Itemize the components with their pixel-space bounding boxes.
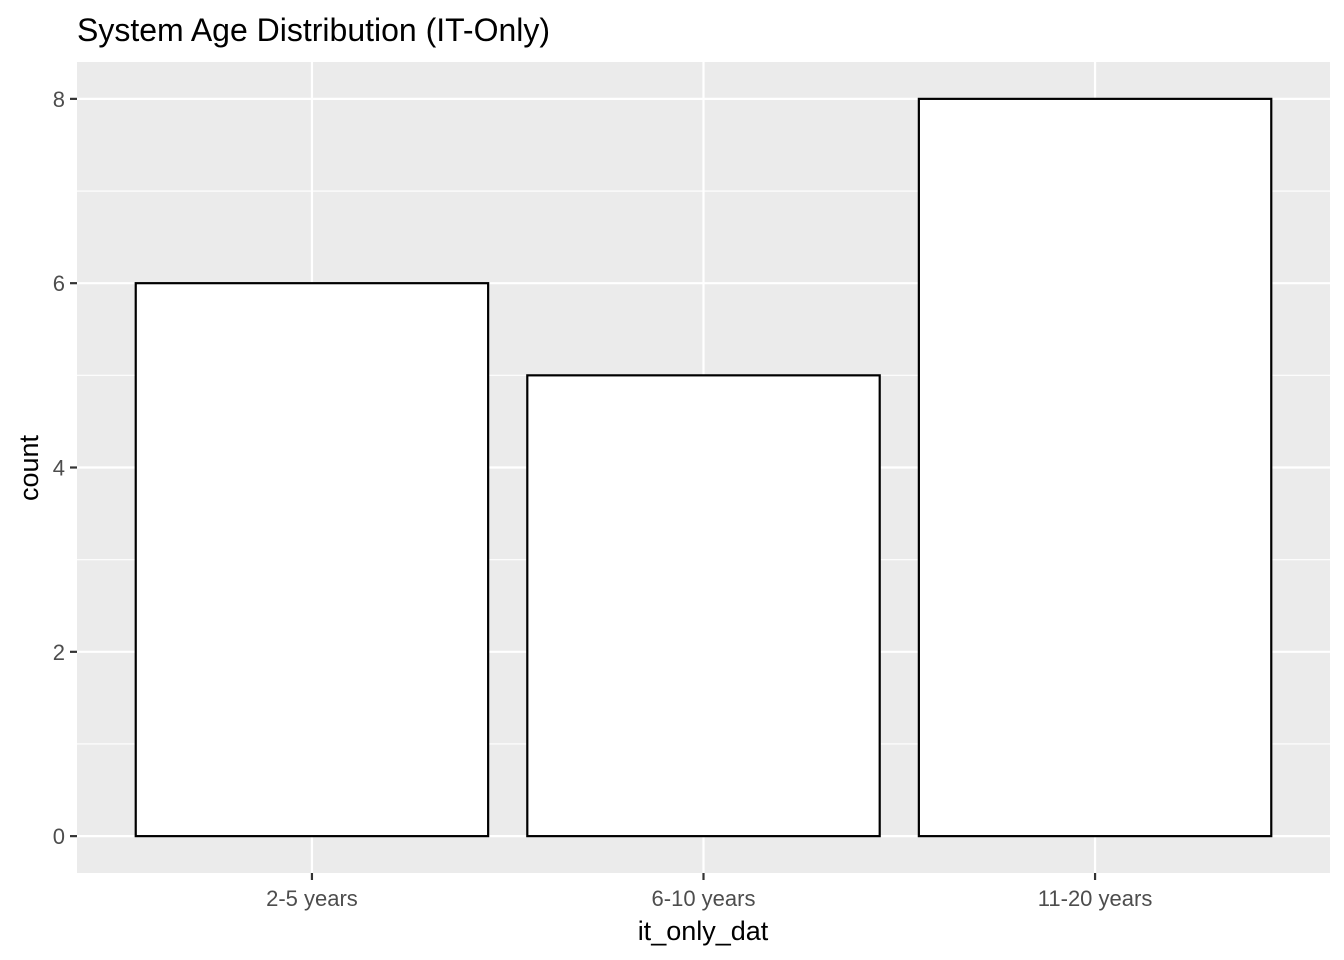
- bars: [134, 97, 1273, 838]
- y-tick-label: 2: [53, 640, 65, 665]
- y-tick-label: 0: [53, 824, 65, 849]
- bar-11-20-years: [917, 97, 1273, 838]
- y-tick-label: 4: [53, 456, 65, 481]
- y-tick-label: 8: [53, 87, 65, 112]
- bar-6-10-years: [526, 374, 881, 838]
- y-axis-title: count: [14, 434, 44, 501]
- bar-2-5-years: [134, 282, 490, 838]
- x-tick-label: 6-10 years: [652, 886, 756, 911]
- y-axis: 0 2 4 6 8: [53, 87, 77, 849]
- x-axis-title: it_only_dat: [638, 916, 769, 946]
- x-axis: 2-5 years 6-10 years 11-20 years: [266, 873, 1152, 911]
- x-tick-label: 11-20 years: [1038, 886, 1153, 911]
- chart-title: System Age Distribution (IT-Only): [77, 12, 550, 48]
- y-tick-label: 6: [53, 271, 65, 296]
- x-tick-label: 2-5 years: [266, 886, 358, 911]
